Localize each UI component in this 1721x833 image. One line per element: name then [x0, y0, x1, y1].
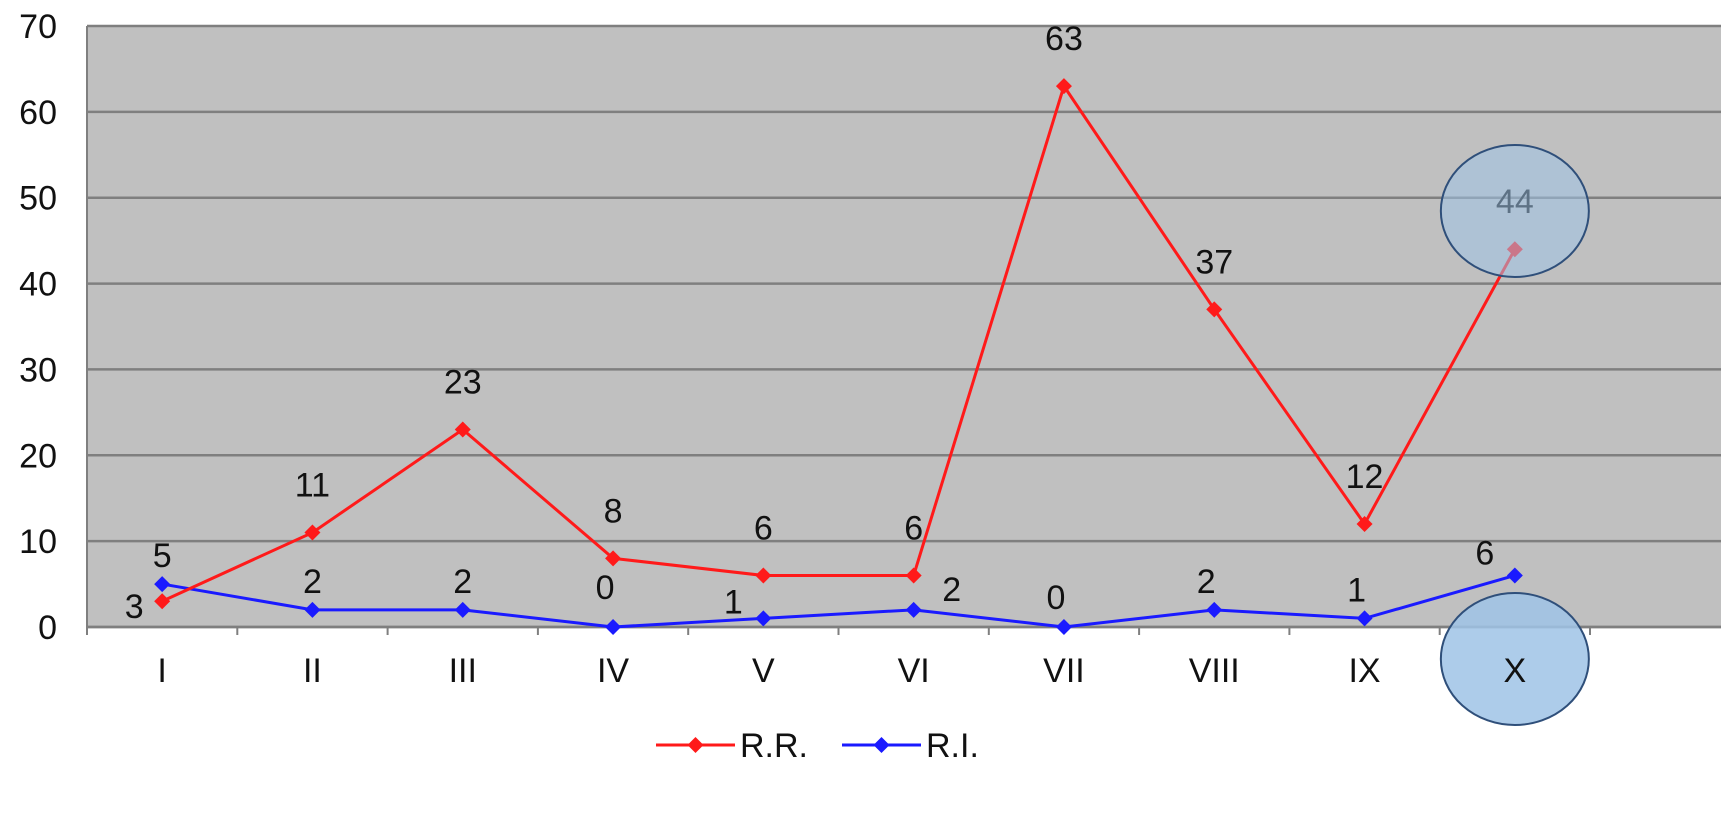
ri-data-label: 0 — [1046, 579, 1065, 617]
data-labels: 31123866633712445220120216 — [125, 20, 1534, 626]
x-tick-label: IV — [597, 652, 629, 690]
ri-data-label: 2 — [942, 571, 961, 609]
y-tick-label: 20 — [19, 437, 57, 475]
ri-point — [1206, 601, 1223, 618]
rr-data-label: 23 — [444, 364, 482, 402]
highlight-circle-category — [1439, 592, 1590, 726]
ri-data-label: 1 — [1347, 571, 1366, 609]
x-tick-label-highlighted: X — [1504, 652, 1527, 690]
ri-point — [304, 601, 321, 618]
ri-point — [454, 601, 471, 618]
ri-data-label: 0 — [596, 569, 615, 607]
ri-point — [1055, 619, 1072, 635]
ri-data-label: 2 — [1197, 563, 1216, 601]
series-line-rr — [161, 82, 1517, 603]
x-tick-label: VIII — [1189, 652, 1240, 690]
x-tick-label: VI — [898, 652, 930, 690]
rr-data-label: 8 — [604, 492, 623, 530]
series — [154, 78, 1523, 635]
ri-point — [605, 619, 622, 635]
rr-point — [1055, 78, 1072, 95]
x-tick-label: V — [752, 652, 775, 690]
rr-data-label: 37 — [1195, 243, 1233, 281]
x-tick-label: VII — [1043, 652, 1085, 690]
highlights: X — [1439, 144, 1590, 726]
ri-point — [905, 601, 922, 618]
highlight-circle-value — [1439, 144, 1590, 278]
x-tick-label: II — [303, 652, 322, 690]
rr-point — [1356, 515, 1373, 532]
rr-point — [1206, 301, 1223, 318]
rr-point — [755, 567, 772, 584]
y-tick-label: 60 — [19, 94, 57, 132]
rr-data-label: 63 — [1045, 20, 1083, 58]
plot-area — [87, 26, 1721, 627]
ri-data-label: 2 — [303, 563, 322, 601]
y-tick-label: 10 — [19, 523, 57, 561]
axes: 010203040506070IIIIIIIVVVIVIIVIIIIXX — [19, 8, 1721, 690]
rr-point — [304, 524, 321, 541]
series-line-ri — [161, 574, 1516, 629]
rr-data-label: 12 — [1346, 458, 1384, 496]
legend-swatch-marker — [687, 737, 704, 753]
rr-data-label: 3 — [125, 588, 144, 626]
ri-data-label: 1 — [724, 583, 743, 621]
y-tick-label: 70 — [19, 8, 57, 46]
legend-swatch-marker — [873, 737, 890, 753]
ri-point — [755, 610, 772, 627]
rr-data-label: 6 — [754, 509, 773, 547]
y-tick-label: 30 — [19, 351, 57, 389]
legend: R.R. R.I. — [656, 727, 979, 765]
rr-point — [454, 421, 471, 438]
rr-point — [605, 550, 622, 567]
rr-data-label: 6 — [904, 509, 923, 547]
rr-point — [154, 593, 171, 610]
y-tick-label: 0 — [38, 609, 57, 647]
ri-data-label: 5 — [153, 537, 172, 575]
rr-point — [905, 567, 922, 584]
ri-point — [154, 576, 171, 593]
legend-label: R.I. — [926, 727, 979, 765]
y-tick-label: 40 — [19, 266, 57, 304]
rr-data-label: 11 — [295, 467, 330, 505]
legend-label: R.R. — [740, 727, 808, 765]
ri-point — [1356, 610, 1373, 627]
ri-point — [1506, 567, 1523, 584]
ri-data-label: 2 — [453, 563, 472, 601]
x-tick-label: III — [449, 652, 477, 690]
ri-data-label: 6 — [1475, 534, 1494, 572]
x-tick-label: IX — [1348, 652, 1380, 690]
y-tick-label: 50 — [19, 180, 57, 218]
x-tick-label: I — [157, 652, 166, 690]
